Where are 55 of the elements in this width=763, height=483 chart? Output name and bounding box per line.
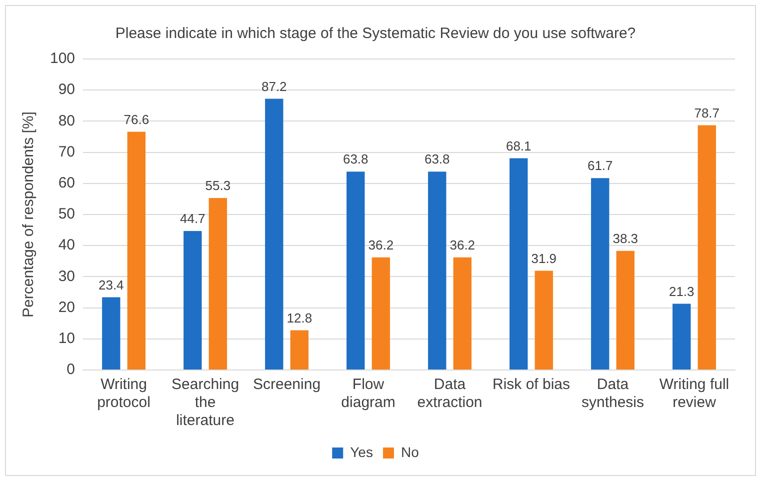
x-tick-label: Screening (252, 376, 321, 394)
bar (346, 172, 365, 370)
y-tick-label: 50 (58, 206, 76, 223)
y-axis-title: Percentage of respondents [%] (20, 112, 38, 318)
y-tick-label: 80 (58, 112, 76, 130)
x-tick-label: Risk of bias (492, 376, 570, 394)
y-tick-label: 70 (58, 143, 76, 160)
bar (672, 304, 691, 370)
data-label: 63.8 (342, 152, 368, 167)
data-label: 87.2 (261, 78, 287, 94)
legend-label: Yes (350, 444, 373, 460)
x-tick-label: Flow diagram (341, 376, 396, 412)
x-tick-label: Writing full review (659, 376, 730, 412)
bar (290, 330, 308, 370)
data-label: 63.8 (424, 152, 450, 167)
data-label: 38.3 (612, 230, 638, 246)
bar (510, 158, 528, 370)
bar (698, 125, 716, 370)
chart-title: Please indicate in which stage of the Systematic Review do you use software? (115, 25, 636, 42)
data-label: 23.4 (98, 277, 124, 292)
y-tick-label: 40 (58, 236, 76, 254)
data-label: 36.2 (368, 237, 394, 252)
bar (428, 172, 446, 370)
y-tick-label: 0 (66, 361, 76, 378)
bar (372, 257, 390, 370)
data-label: 61.7 (587, 158, 613, 174)
x-tick-label: Data extraction (417, 376, 482, 412)
bar (184, 230, 202, 370)
bar (534, 270, 553, 370)
data-label: 44.7 (180, 211, 206, 226)
data-label: 31.9 (531, 250, 557, 266)
data-label: 68.1 (506, 138, 532, 154)
data-label: 76.6 (124, 112, 150, 127)
bar (453, 257, 472, 370)
x-tick-label: Searching the literature (172, 376, 240, 430)
legend-label: No (400, 444, 420, 460)
bar (208, 198, 227, 370)
bar (127, 132, 146, 370)
data-label: 21.3 (668, 284, 694, 299)
y-tick-label: 10 (58, 330, 76, 348)
data-label: 55.3 (205, 178, 231, 194)
bar (616, 250, 634, 370)
data-label: 78.7 (694, 105, 720, 120)
x-tick-label: Writing protocol (97, 376, 150, 412)
x-tick-label: Data synthesis (581, 376, 644, 412)
y-tick-label: 100 (50, 50, 76, 68)
data-label: 36.2 (450, 237, 476, 252)
data-label: 12.8 (286, 310, 312, 326)
y-tick-label: 90 (58, 81, 76, 98)
y-tick-label: 30 (58, 268, 76, 285)
bar (591, 178, 610, 370)
y-tick-label: 60 (58, 174, 76, 192)
bar (265, 98, 284, 370)
y-tick-label: 20 (58, 298, 76, 316)
bar (102, 297, 120, 370)
